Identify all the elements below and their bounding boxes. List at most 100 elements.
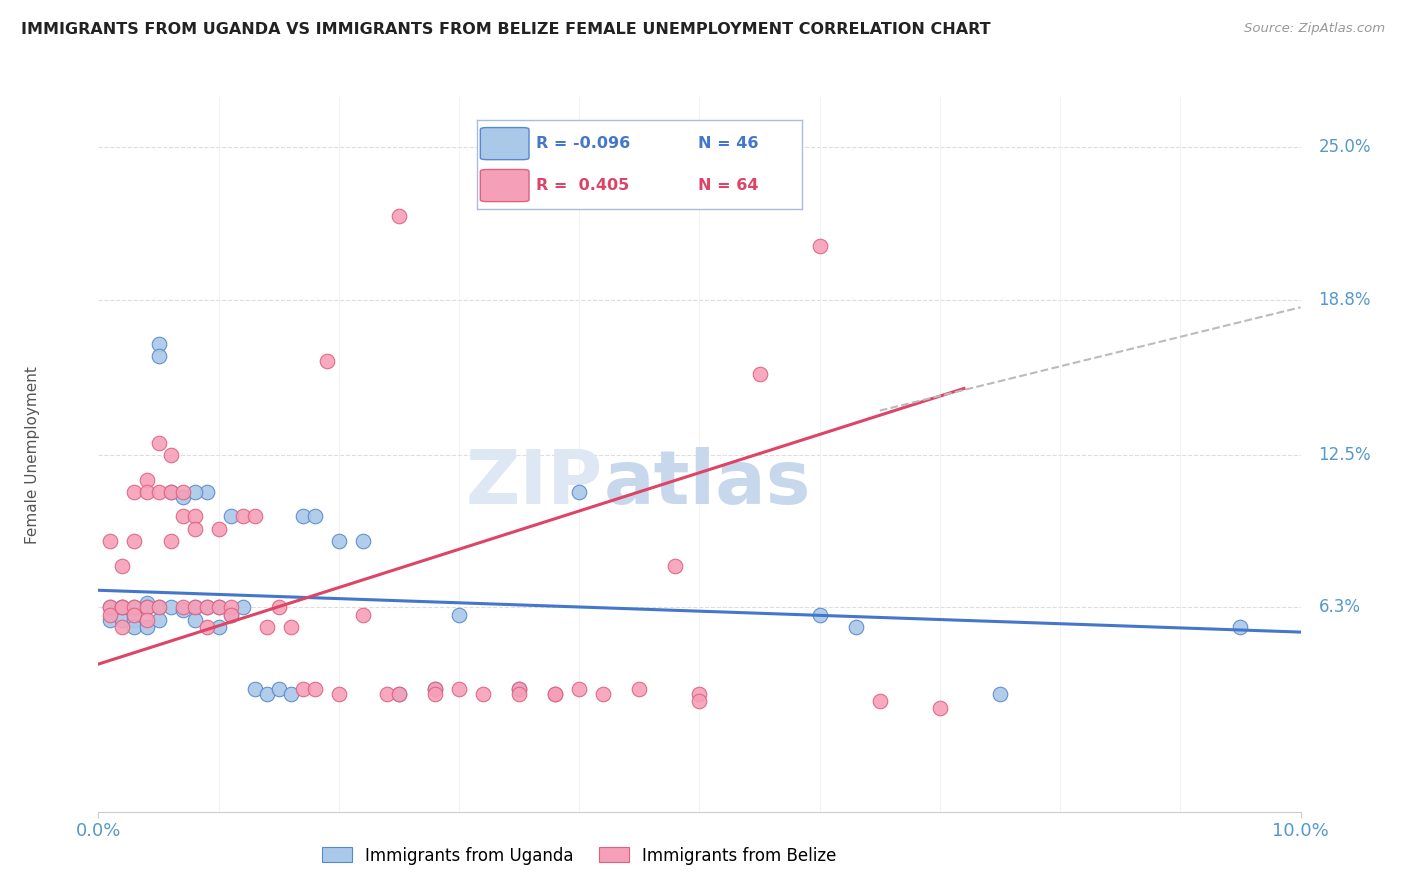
Point — [328, 534, 350, 549]
Point — [124, 607, 146, 622]
Point — [159, 448, 181, 462]
Text: 25.0%: 25.0% — [1319, 138, 1371, 156]
Point — [124, 484, 146, 499]
Point — [135, 620, 157, 634]
Point — [869, 694, 891, 708]
Point — [447, 607, 470, 622]
Point — [219, 509, 242, 524]
Point — [280, 687, 302, 701]
Point — [183, 613, 205, 627]
Point — [124, 613, 146, 627]
Point — [388, 687, 411, 701]
Point — [315, 354, 337, 368]
Point — [628, 681, 651, 696]
Point — [172, 484, 194, 499]
Point — [111, 600, 134, 615]
Point — [208, 522, 231, 536]
Point — [748, 367, 770, 381]
Point — [183, 600, 205, 615]
Point — [232, 509, 254, 524]
Point — [447, 681, 470, 696]
Point — [195, 484, 218, 499]
Legend: Immigrants from Uganda, Immigrants from Belize: Immigrants from Uganda, Immigrants from … — [315, 840, 844, 871]
Point — [135, 473, 157, 487]
Point — [124, 600, 146, 615]
Point — [929, 701, 952, 715]
Point — [135, 596, 157, 610]
Text: 6.3%: 6.3% — [1319, 599, 1361, 616]
Point — [124, 607, 146, 622]
Point — [219, 607, 242, 622]
Point — [183, 522, 205, 536]
Point — [195, 620, 218, 634]
Point — [159, 484, 181, 499]
Point — [148, 435, 170, 450]
Point — [219, 607, 242, 622]
Point — [100, 607, 122, 622]
Point — [388, 209, 411, 223]
Text: atlas: atlas — [603, 447, 811, 520]
Point — [172, 490, 194, 504]
Point — [808, 239, 831, 253]
Text: Female Unemployment: Female Unemployment — [25, 366, 39, 544]
Point — [183, 484, 205, 499]
Point — [195, 600, 218, 615]
Point — [568, 484, 591, 499]
Point — [304, 681, 326, 696]
Point — [243, 681, 266, 696]
Point — [508, 687, 530, 701]
Text: IMMIGRANTS FROM UGANDA VS IMMIGRANTS FROM BELIZE FEMALE UNEMPLOYMENT CORRELATION: IMMIGRANTS FROM UGANDA VS IMMIGRANTS FRO… — [21, 22, 991, 37]
Point — [508, 681, 530, 696]
Point — [159, 484, 181, 499]
Point — [267, 600, 290, 615]
Point — [111, 600, 134, 615]
Point — [124, 534, 146, 549]
Point — [328, 687, 350, 701]
Point — [148, 613, 170, 627]
Point — [304, 509, 326, 524]
Point — [148, 484, 170, 499]
Point — [111, 600, 134, 615]
Point — [135, 484, 157, 499]
Point — [232, 600, 254, 615]
Text: 12.5%: 12.5% — [1319, 446, 1371, 464]
Point — [808, 607, 831, 622]
Point — [100, 534, 122, 549]
Point — [183, 509, 205, 524]
Point — [423, 681, 446, 696]
Point — [208, 600, 231, 615]
Point — [135, 600, 157, 615]
Point — [159, 534, 181, 549]
Point — [688, 687, 710, 701]
Point — [845, 620, 868, 634]
Point — [688, 694, 710, 708]
Point — [100, 600, 122, 615]
Point — [375, 687, 398, 701]
Point — [111, 613, 134, 627]
Point — [988, 687, 1011, 701]
Point — [159, 600, 181, 615]
Point — [544, 687, 567, 701]
Point — [267, 681, 290, 696]
Point — [124, 620, 146, 634]
Point — [208, 600, 231, 615]
Point — [256, 620, 278, 634]
Point — [280, 620, 302, 634]
Point — [111, 558, 134, 573]
Point — [508, 681, 530, 696]
Point — [388, 687, 411, 701]
Point — [148, 600, 170, 615]
Point — [135, 613, 157, 627]
Point — [100, 613, 122, 627]
Text: Source: ZipAtlas.com: Source: ZipAtlas.com — [1244, 22, 1385, 36]
Point — [1229, 620, 1251, 634]
Point — [423, 681, 446, 696]
Point — [352, 534, 374, 549]
Point — [423, 687, 446, 701]
Point — [208, 620, 231, 634]
Text: 18.8%: 18.8% — [1319, 291, 1371, 309]
Point — [291, 681, 314, 696]
Point — [664, 558, 686, 573]
Point — [148, 350, 170, 364]
Point — [172, 603, 194, 617]
